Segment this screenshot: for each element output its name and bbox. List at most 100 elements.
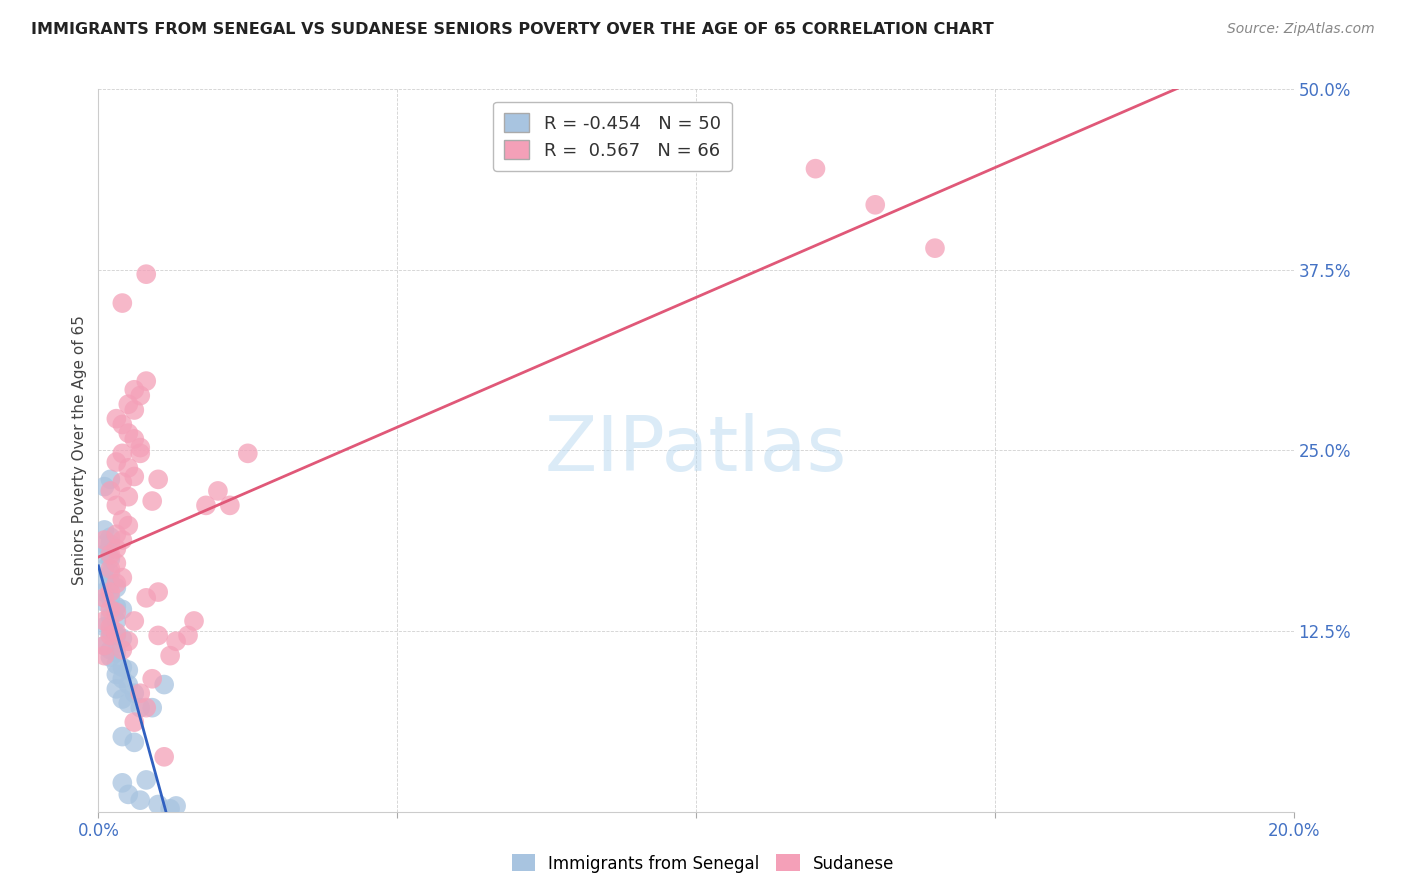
Point	[98, 643, 122, 657]
Point	[98, 483, 122, 498]
Point	[98, 530, 122, 544]
Point	[141, 700, 163, 714]
Point	[165, 799, 187, 814]
Point	[111, 660, 134, 674]
Point	[804, 161, 827, 176]
Point	[98, 624, 122, 639]
Point	[105, 411, 128, 425]
Point	[117, 634, 139, 648]
Point	[98, 609, 122, 624]
Point	[129, 441, 152, 455]
Point	[111, 446, 134, 460]
Point	[105, 581, 128, 595]
Point	[124, 614, 146, 628]
Point	[129, 793, 152, 807]
Point	[105, 667, 128, 681]
Point	[924, 241, 946, 255]
Point	[111, 475, 134, 490]
Point	[105, 455, 128, 469]
Point	[141, 672, 163, 686]
Point	[219, 499, 242, 513]
Point	[124, 686, 146, 700]
Point	[117, 696, 139, 710]
Point	[124, 432, 146, 446]
Point	[135, 267, 157, 281]
Point	[865, 198, 887, 212]
Point	[93, 585, 115, 599]
Point	[105, 605, 128, 619]
Point	[93, 620, 115, 634]
Point	[111, 632, 134, 646]
Point	[111, 776, 134, 790]
Point	[117, 460, 139, 475]
Point	[117, 788, 139, 802]
Point	[105, 657, 128, 672]
Point	[111, 571, 134, 585]
Point	[111, 602, 134, 616]
Legend: Immigrants from Senegal, Sudanese: Immigrants from Senegal, Sudanese	[505, 847, 901, 880]
Point	[111, 730, 134, 744]
Point	[153, 677, 176, 691]
Point	[159, 802, 181, 816]
Point	[93, 648, 115, 663]
Point	[105, 541, 128, 556]
Y-axis label: Seniors Poverty Over the Age of 65: Seniors Poverty Over the Age of 65	[72, 316, 87, 585]
Point	[93, 614, 115, 628]
Point	[105, 576, 128, 591]
Point	[129, 700, 152, 714]
Text: ZIPatlas: ZIPatlas	[544, 414, 848, 487]
Point	[111, 417, 134, 432]
Point	[98, 650, 122, 665]
Point	[117, 677, 139, 691]
Point	[207, 483, 229, 498]
Point	[135, 591, 157, 605]
Point	[105, 681, 128, 696]
Text: IMMIGRANTS FROM SENEGAL VS SUDANESE SENIORS POVERTY OVER THE AGE OF 65 CORRELATI: IMMIGRANTS FROM SENEGAL VS SUDANESE SENI…	[31, 22, 994, 37]
Point	[236, 446, 259, 460]
Point	[105, 556, 128, 570]
Point	[98, 548, 122, 562]
Point	[98, 566, 122, 581]
Point	[148, 472, 170, 486]
Point	[93, 480, 115, 494]
Point	[148, 585, 170, 599]
Point	[98, 585, 122, 599]
Point	[93, 523, 115, 537]
Point	[105, 614, 128, 628]
Point	[98, 472, 122, 486]
Point	[117, 518, 139, 533]
Point	[111, 692, 134, 706]
Point	[148, 797, 170, 812]
Point	[98, 628, 122, 642]
Legend: R = -0.454   N = 50, R =  0.567   N = 66: R = -0.454 N = 50, R = 0.567 N = 66	[494, 102, 731, 170]
Point	[124, 403, 146, 417]
Point	[135, 772, 157, 787]
Text: Source: ZipAtlas.com: Source: ZipAtlas.com	[1227, 22, 1375, 37]
Point	[98, 620, 122, 634]
Point	[93, 595, 115, 609]
Point	[177, 628, 200, 642]
Point	[165, 634, 187, 648]
Point	[93, 574, 115, 588]
Point	[98, 576, 122, 591]
Point	[148, 628, 170, 642]
Point	[111, 296, 134, 310]
Point	[93, 533, 115, 547]
Point	[93, 639, 115, 653]
Point	[98, 537, 122, 551]
Point	[105, 646, 128, 660]
Point	[105, 599, 128, 614]
Point	[117, 490, 139, 504]
Point	[93, 562, 115, 576]
Point	[117, 663, 139, 677]
Point	[124, 735, 146, 749]
Point	[93, 537, 115, 551]
Point	[93, 548, 115, 562]
Point	[105, 499, 128, 513]
Point	[117, 426, 139, 441]
Point	[124, 715, 146, 730]
Point	[124, 383, 146, 397]
Point	[98, 551, 122, 566]
Point	[111, 672, 134, 686]
Point	[135, 700, 157, 714]
